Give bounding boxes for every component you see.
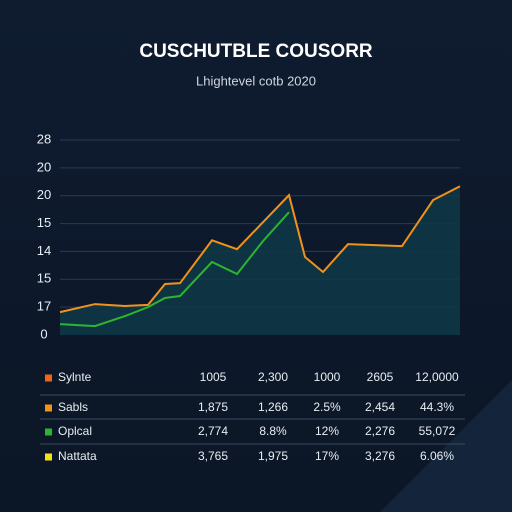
row-label: Nattata <box>58 449 97 463</box>
table-cell: 1000 <box>314 370 341 384</box>
table-cell: 8.8% <box>259 424 287 438</box>
chart-title: CUSCHUTBLE COUSORR <box>139 41 373 62</box>
y-tick-label: 0 <box>40 326 47 341</box>
legend-swatch <box>45 428 52 436</box>
table-cell: 2,276 <box>365 424 395 438</box>
table-cell: 1,875 <box>198 400 228 414</box>
table-cell: 1,266 <box>258 400 288 414</box>
table-cell: 12,0000 <box>415 370 459 384</box>
row-label: Sylnte <box>58 370 92 384</box>
y-tick-label: 20 <box>37 187 51 202</box>
table-cell: 55,072 <box>419 424 456 438</box>
line <box>59 185 461 314</box>
table-cell: 2.5% <box>313 400 341 414</box>
y-tick-label: 15 <box>37 215 51 230</box>
chart-subtitle: Lhightevel cotb 2020 <box>196 73 316 88</box>
table-cell: 12% <box>315 424 339 438</box>
row-label: Oplcal <box>58 424 92 438</box>
table-cell: 1,975 <box>258 449 288 463</box>
y-tick-label: 14 <box>37 243 51 258</box>
table-cell: 2605 <box>367 370 394 384</box>
table-cell: 1005 <box>200 370 227 384</box>
table-cell: 2,774 <box>198 424 228 438</box>
y-tick-label: 28 <box>37 131 51 146</box>
table-cell: 2,454 <box>365 400 395 414</box>
legend-swatch <box>45 453 52 461</box>
table-cell: 6.06% <box>420 449 454 463</box>
legend-swatch <box>45 374 52 382</box>
y-tick-label: 15 <box>37 271 51 286</box>
area <box>60 186 460 335</box>
decoration <box>380 380 512 512</box>
y-tick-label: 20 <box>37 159 51 174</box>
table-cell: 17% <box>315 449 339 463</box>
y-tick-label: 17 <box>37 299 51 314</box>
table-cell: 3,765 <box>198 449 228 463</box>
table-cell: 44.3% <box>420 400 454 414</box>
table-cell: 2,300 <box>258 370 288 384</box>
line <box>59 211 290 328</box>
table-cell: 3,276 <box>365 449 395 463</box>
row-label: Sabls <box>58 400 88 414</box>
legend-swatch <box>45 404 52 412</box>
